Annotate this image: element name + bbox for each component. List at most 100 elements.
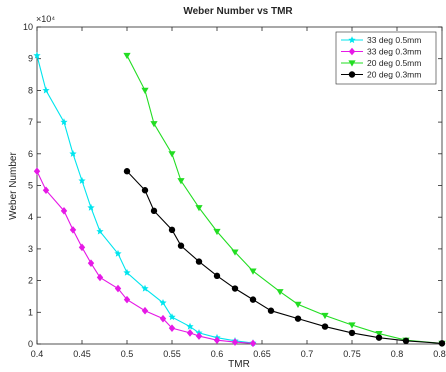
data-point [195, 332, 203, 340]
data-point [159, 314, 167, 323]
y-axis-label: Weber Number [8, 152, 19, 220]
data-point [231, 338, 239, 346]
data-point [195, 258, 203, 265]
data-point [96, 227, 104, 235]
data-point [78, 176, 86, 184]
data-point [33, 167, 41, 176]
data-point [177, 242, 185, 249]
data-point [42, 186, 50, 195]
data-point [114, 249, 122, 257]
data-point [87, 203, 95, 211]
series-line [126, 170, 443, 344]
data-point [294, 301, 302, 308]
legend-marker [348, 47, 356, 56]
data-point [231, 249, 239, 256]
data-point [249, 296, 257, 303]
y-exponent-label: ×10⁴ [36, 14, 55, 24]
data-point [213, 336, 221, 344]
data-point [186, 329, 194, 337]
data-point [249, 339, 257, 348]
x-tick-label: 0.85 [433, 349, 446, 359]
x-tick-label: 0.75 [343, 349, 361, 359]
legend-label: 20 deg 0.3mm [367, 70, 421, 80]
data-point [213, 228, 221, 236]
legend-label: 33 deg 0.3mm [367, 47, 421, 57]
data-point [141, 284, 149, 292]
data-point [123, 168, 131, 175]
x-tick-label: 0.6 [211, 349, 224, 359]
data-point [321, 323, 329, 330]
data-point [438, 340, 446, 347]
data-point [141, 187, 149, 194]
data-point [168, 151, 176, 158]
data-point [375, 334, 383, 341]
data-point [69, 226, 77, 234]
data-point [267, 307, 275, 314]
data-point [168, 313, 176, 321]
y-tick-label: 8 [28, 85, 33, 95]
data-point [402, 337, 410, 345]
data-point [123, 295, 131, 304]
legend-marker [348, 36, 356, 44]
series-line [126, 55, 443, 344]
legend-marker [348, 60, 356, 67]
data-point [168, 324, 176, 332]
data-point [78, 243, 86, 252]
series-group [33, 51, 446, 348]
series-4 [123, 168, 446, 347]
chart-title: Weber Number vs TMR [183, 6, 293, 17]
data-point [348, 322, 356, 329]
data-point [177, 178, 185, 185]
data-point [348, 329, 356, 337]
data-point [150, 207, 158, 215]
y-tick-label: 4 [28, 212, 33, 222]
x-tick-label: 0.65 [253, 349, 271, 359]
legend-label: 33 deg 0.5mm [367, 35, 421, 45]
data-point [123, 268, 131, 276]
x-tick-label: 0.7 [301, 349, 314, 359]
tick-group: 0.4 0.45 0.5 0.55 0.6 0.65 0.7 0.75 0.8 0.85 0 1 2 3 4… [23, 22, 446, 359]
y-tick-label: 3 [28, 244, 33, 254]
y-tick-label: 6 [28, 149, 33, 159]
y-tick-label: 9 [28, 54, 33, 64]
data-point [186, 322, 194, 330]
data-point [123, 52, 131, 60]
data-point [375, 330, 383, 338]
data-point [33, 51, 41, 59]
data-point [96, 273, 104, 282]
data-point [159, 298, 167, 306]
data-point [249, 268, 257, 275]
legend-label: 20 deg 0.5mm [367, 58, 421, 68]
data-point [60, 118, 68, 126]
x-tick-label: 0.5 [121, 349, 134, 359]
data-point [69, 150, 77, 157]
y-tick-label: 10 [23, 22, 33, 32]
x-tick-label: 0.4 [31, 349, 44, 359]
y-tick-label: 0 [28, 339, 33, 349]
data-point [42, 86, 50, 94]
x-tick-label: 0.45 [73, 349, 91, 359]
data-point [294, 315, 302, 322]
series-2 [33, 167, 257, 348]
y-tick-label: 1 [28, 307, 33, 317]
data-point [141, 87, 149, 94]
x-tick-label: 0.8 [391, 349, 404, 359]
x-tick-label: 0.55 [163, 349, 181, 359]
data-point [231, 285, 239, 292]
data-point [213, 272, 221, 280]
data-point [141, 306, 149, 315]
data-point [114, 284, 122, 293]
data-point [195, 205, 203, 212]
data-point [150, 121, 158, 128]
data-point [321, 312, 329, 320]
data-point [87, 259, 95, 267]
data-point [168, 226, 176, 234]
data-point [60, 207, 68, 215]
data-point [276, 289, 284, 296]
y-tick-label: 2 [28, 276, 33, 286]
legend-marker [348, 71, 356, 78]
y-tick-label: 5 [28, 181, 33, 191]
y-tick-label: 7 [28, 117, 33, 127]
